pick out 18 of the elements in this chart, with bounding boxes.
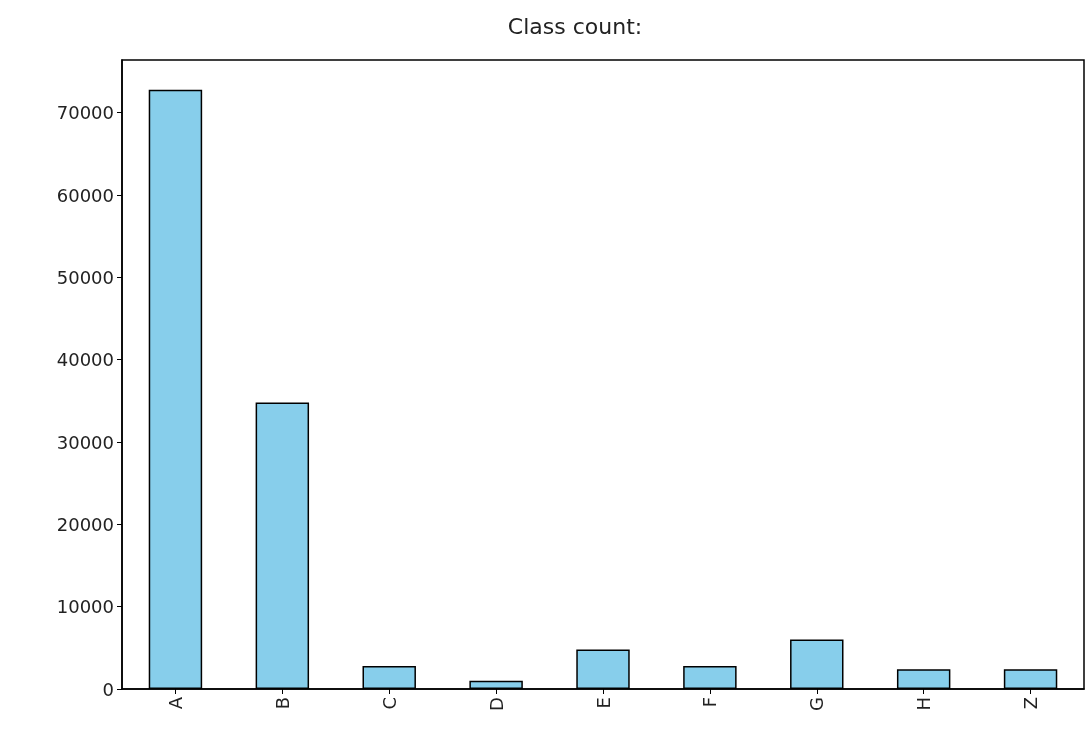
x-tick-label: G (806, 697, 828, 711)
x-tick-label: C (378, 697, 400, 710)
y-tick-label: 0 (102, 678, 114, 700)
x-tick-label: E (592, 697, 614, 709)
x-tick-label: D (485, 697, 507, 711)
x-tick-label: H (913, 697, 935, 711)
x-tick-label: B (271, 697, 293, 710)
x-tick-label: A (164, 696, 186, 710)
y-tick-label: 60000 (56, 184, 114, 206)
y-tick-label: 40000 (56, 349, 114, 371)
x-tick-label: F (699, 697, 721, 708)
y-tick-label: 10000 (56, 596, 114, 618)
y-tick-label: 70000 (56, 102, 114, 124)
y-tick-label: 30000 (56, 431, 114, 453)
chart-title: Class count: (507, 13, 643, 39)
x-tick-label: Z (1020, 697, 1042, 710)
y-tick-label: 20000 (56, 513, 114, 535)
y-tick-label: 50000 (56, 266, 114, 288)
